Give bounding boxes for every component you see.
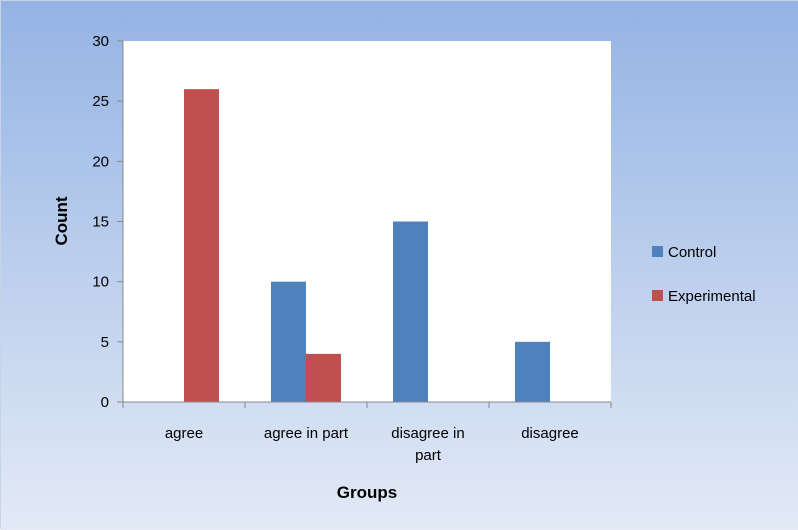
y-tick-label: 25	[92, 93, 109, 110]
x-tick-label: agree	[165, 425, 203, 442]
legend-label-control: Control	[668, 244, 716, 261]
y-tick-labels: 0 5 10 15 20 25 30	[92, 33, 109, 411]
y-axis-title: Count	[52, 196, 71, 245]
x-tick-label: part	[415, 447, 442, 464]
y-tick-label: 5	[101, 334, 109, 351]
x-tick-labels: agree agree in part disagree in part disagre…	[165, 425, 579, 464]
bar-control-1	[271, 281, 306, 402]
legend: Control Experimental	[652, 244, 756, 305]
bars-group	[184, 89, 550, 402]
legend-label-experimental: Experimental	[668, 288, 756, 305]
x-tick-label: disagree in	[391, 425, 464, 442]
legend-swatch-control	[652, 246, 663, 257]
bar-control-2	[393, 221, 428, 402]
x-tick-label: disagree	[521, 425, 579, 442]
x-tick-label: agree in part	[264, 425, 349, 442]
y-tick-label: 15	[92, 214, 109, 231]
legend-swatch-experimental	[652, 290, 663, 301]
y-tick-label: 30	[92, 33, 109, 50]
y-tick-label: 20	[92, 153, 109, 170]
x-axis-title: Groups	[337, 483, 397, 502]
bar-experimental-0	[184, 89, 219, 402]
y-tick-label: 10	[92, 274, 109, 291]
bar-experimental-1	[306, 353, 341, 402]
y-tick-label: 0	[101, 394, 109, 411]
axes-group	[117, 40, 612, 408]
bar-control-3	[515, 341, 550, 402]
